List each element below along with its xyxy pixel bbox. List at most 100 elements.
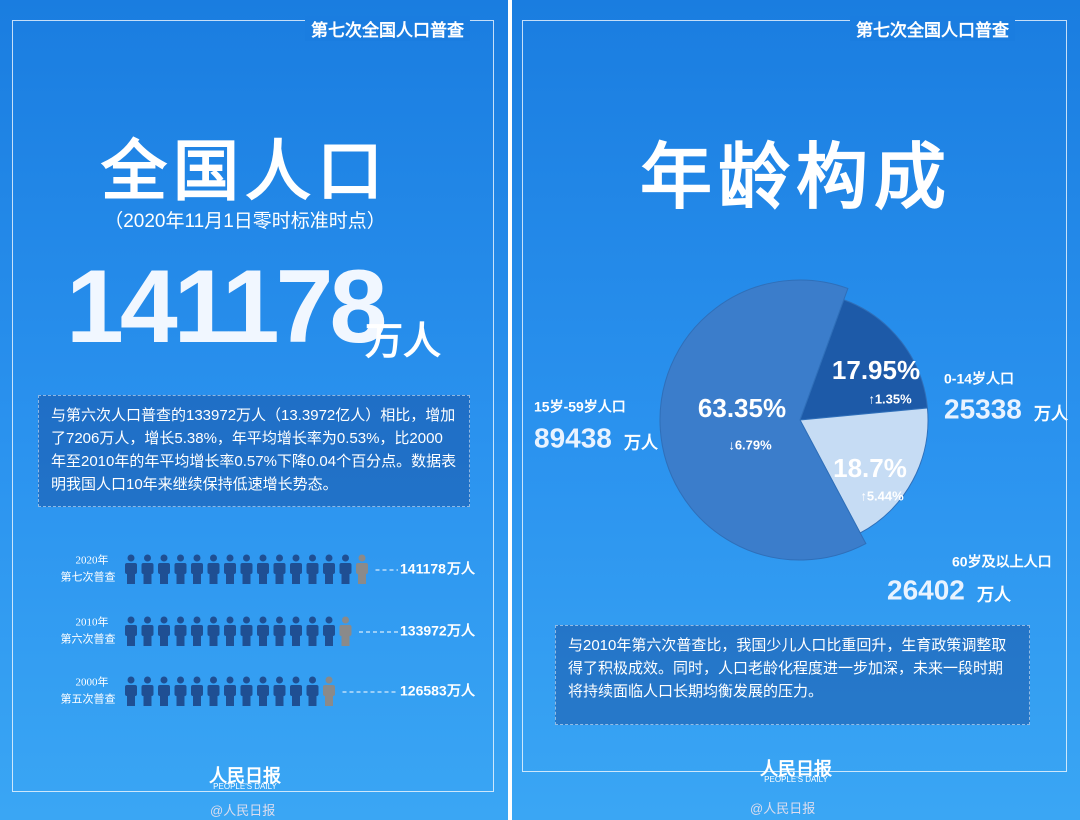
row-unit: 万人 (446, 623, 476, 639)
header: 第七次全国人口普查 (305, 16, 470, 41)
icon-legs (325, 635, 333, 646)
icon-legs (226, 635, 234, 646)
icon-legs (160, 635, 168, 646)
icon-legs (259, 695, 267, 706)
population-unit: 万人 (1033, 404, 1069, 423)
year-label: 2000年 (76, 675, 109, 689)
row-value: 126583 (400, 683, 447, 699)
icon-body (240, 625, 253, 636)
frame (522, 20, 1067, 772)
icon-body (174, 563, 187, 574)
icon-head (243, 554, 250, 562)
icon-head (358, 554, 366, 562)
icon-body (273, 625, 286, 636)
slice-label: 18.7% (833, 453, 907, 483)
icon-legs (176, 573, 185, 584)
row-unit: 万人 (446, 683, 476, 699)
icon-body (224, 563, 236, 574)
icon-legs (259, 573, 267, 584)
pie-slice (799, 407, 929, 534)
icon-legs (292, 573, 300, 584)
icon-legs (193, 695, 201, 706)
icon-legs (292, 635, 300, 646)
icon-head (342, 616, 349, 624)
logo: 人民日报 (209, 766, 281, 786)
icon-body (356, 563, 368, 574)
icon-head (243, 616, 250, 624)
icon-head (276, 676, 283, 684)
category-label: 15岁-59岁人口 (534, 399, 626, 415)
icon-legs (176, 635, 185, 646)
icon-head (210, 554, 217, 562)
icon-head (144, 616, 151, 624)
icon-head (309, 616, 316, 624)
icon-head (177, 616, 184, 624)
population: 89438 (534, 422, 612, 453)
icon-legs (308, 635, 317, 646)
row-value: 141178 (400, 561, 446, 577)
population-unit: 万人 (623, 433, 659, 452)
watermark: @人民日报 (750, 801, 816, 816)
icon-head (292, 554, 300, 562)
slice-label: 17.95% (832, 355, 920, 385)
pie-slice (799, 299, 928, 421)
logo: 人民日报 (760, 759, 832, 779)
icon-body (174, 685, 187, 696)
icon-legs (143, 635, 152, 646)
icon-body (240, 563, 253, 574)
logo-en: PEOPLE'S DAILY (213, 782, 277, 791)
icon-head (177, 676, 184, 684)
frame (12, 20, 494, 792)
icon-legs (325, 573, 333, 584)
icon-legs (176, 695, 185, 706)
icon-body (257, 685, 269, 696)
population: 26402 (887, 574, 965, 605)
icon-head (193, 554, 201, 562)
census-label: 第七次普查 (61, 570, 116, 584)
census-label: 第六次普查 (61, 632, 116, 646)
title: 年龄构成 (639, 138, 952, 218)
icon-head (259, 676, 267, 684)
icon-head (259, 616, 267, 624)
icon-body (339, 563, 352, 574)
icon-body (141, 563, 154, 574)
icon-body (125, 685, 137, 696)
icon-body (339, 625, 352, 636)
icon-body (323, 685, 335, 696)
icon-legs (143, 573, 152, 584)
icon-legs (193, 573, 201, 584)
icon-legs (193, 635, 201, 646)
icon-body (207, 685, 220, 696)
icon-legs (127, 635, 135, 646)
icon-row (125, 616, 352, 646)
icon-legs (209, 635, 218, 646)
icon-body (158, 625, 170, 636)
icon-legs (160, 695, 168, 706)
icon-head (259, 554, 267, 562)
icon-legs (127, 695, 135, 706)
icon-head (160, 554, 168, 562)
icon-body (224, 685, 236, 696)
logo-en: PEOPLE'S DAILY (764, 775, 828, 784)
icon-body (141, 625, 154, 636)
icon-legs (226, 573, 234, 584)
icon-head (210, 616, 217, 624)
icon-body (224, 625, 236, 636)
icon-head (226, 616, 234, 624)
icon-head (292, 616, 300, 624)
icon-body (323, 625, 335, 636)
slice-label: 63.35% (698, 393, 786, 423)
total-unit: 万人 (365, 321, 442, 363)
icon-head (276, 554, 283, 562)
left-panel: 第七次全国人口普查 全国人口 （2020年11月1日零时标准时点） 141178… (0, 0, 508, 820)
icon-body (306, 625, 319, 636)
row-value: 133972 (400, 623, 447, 639)
header: 第七次全国人口普查 (850, 16, 1015, 41)
icon-legs (242, 695, 251, 706)
icon-body (191, 563, 203, 574)
icon-body (158, 563, 170, 574)
icon-body (125, 625, 137, 636)
right-panel: 第七次全国人口普查 年龄构成 与2010年第六次普查比，我国少儿人口比重回升，生… (512, 0, 1080, 820)
icon-body (290, 685, 302, 696)
